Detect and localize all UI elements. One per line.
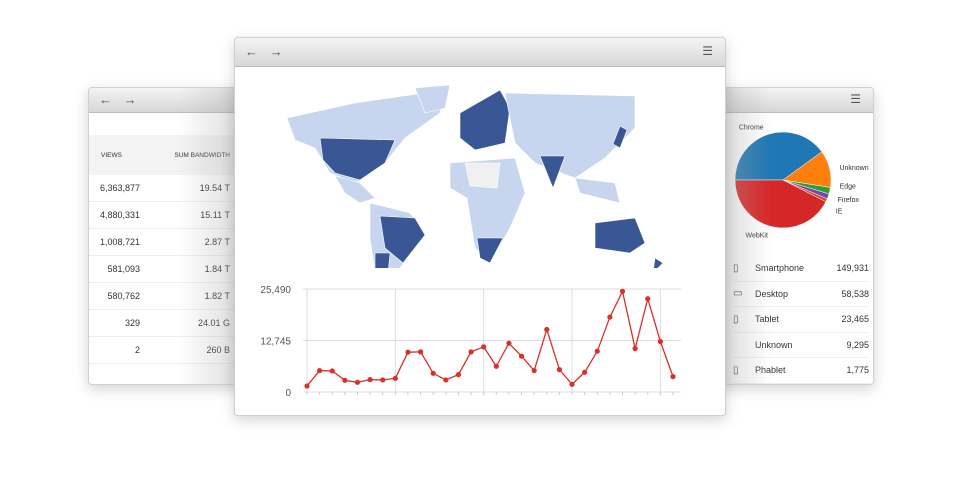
- device-value: 1,775: [846, 365, 869, 376]
- data-point[interactable]: [481, 344, 487, 350]
- map-europe[interactable]: [459, 89, 511, 151]
- line-chart: 25,490 12,745 0: [260, 285, 681, 399]
- views-cell: 2: [89, 336, 140, 364]
- data-point[interactable]: [380, 377, 386, 383]
- device-value: 9,295: [846, 339, 869, 350]
- menu-icon[interactable]: ☰: [702, 44, 713, 58]
- data-point[interactable]: [544, 326, 550, 333]
- data-point[interactable]: [493, 363, 499, 369]
- map-asia[interactable]: [504, 92, 636, 179]
- y-tick-label: 12,745: [260, 337, 291, 348]
- data-point[interactable]: [531, 367, 537, 374]
- map-south-africa[interactable]: [476, 237, 504, 264]
- title-bar: ← → ☰: [235, 38, 725, 67]
- data-point[interactable]: [607, 314, 613, 320]
- data-point[interactable]: [430, 370, 436, 376]
- series-line: [306, 289, 674, 387]
- y-tick-label: 25,490: [260, 285, 291, 296]
- views-cell: 1,008,721: [89, 228, 140, 256]
- device-label: Desktop: [755, 288, 789, 299]
- map-greenland[interactable]: [414, 84, 451, 114]
- device-label: Smartphone: [755, 263, 805, 274]
- data-point[interactable]: [443, 377, 449, 383]
- center-window: ← → ☰ 25,490 12,745 0: [234, 37, 726, 416]
- views-cell: 6,363,877: [89, 175, 140, 202]
- data-point[interactable]: [342, 377, 348, 383]
- data-point[interactable]: [506, 340, 512, 346]
- right-window: ☰ ChromeUnknownEdgeFirefoxIEWebKit ▯Smar…: [700, 87, 874, 385]
- map-se-asia[interactable]: [574, 177, 621, 204]
- data-point[interactable]: [657, 338, 663, 345]
- pie-label: Firefox: [838, 197, 860, 204]
- data-point[interactable]: [645, 296, 651, 302]
- device-value: 149,931: [836, 263, 869, 274]
- views-cell: 4,880,331: [89, 201, 140, 229]
- map-india[interactable]: [539, 155, 566, 189]
- map-brazil[interactable]: [379, 215, 426, 264]
- data-point[interactable]: [304, 383, 310, 389]
- data-point[interactable]: [354, 379, 361, 385]
- data-point[interactable]: [367, 377, 373, 383]
- map-australia[interactable]: [594, 217, 646, 254]
- y-tick-label: 0: [285, 388, 291, 399]
- views-cell: 580,762: [89, 282, 140, 310]
- data-point[interactable]: [417, 349, 424, 355]
- menu-icon[interactable]: ☰: [850, 92, 861, 106]
- pie-label: IE: [836, 209, 843, 216]
- map-central-america[interactable]: [334, 175, 376, 204]
- device-value: 58,538: [841, 288, 869, 299]
- data-point[interactable]: [518, 353, 525, 359]
- map-usa[interactable]: [319, 137, 396, 181]
- data-point[interactable]: [619, 288, 626, 294]
- data-point[interactable]: [468, 349, 474, 355]
- data-point[interactable]: [329, 368, 335, 374]
- map-japan[interactable]: [612, 125, 628, 149]
- device-value: 23,465: [841, 314, 869, 325]
- pie-label: Unknown: [839, 165, 868, 172]
- data-point[interactable]: [594, 348, 600, 354]
- data-point[interactable]: [632, 345, 638, 352]
- nav-arrows[interactable]: ← →: [99, 92, 141, 107]
- device-label: Unknown: [755, 339, 793, 350]
- device-row[interactable]: Unknown 9,295: [733, 333, 869, 358]
- map-argentina[interactable]: [374, 252, 391, 268]
- map-new-zealand[interactable]: [653, 257, 664, 268]
- data-point[interactable]: [392, 375, 398, 381]
- col-views[interactable]: VIEWS: [89, 135, 140, 175]
- data-point[interactable]: [455, 372, 462, 378]
- data-point[interactable]: [405, 349, 411, 355]
- data-point[interactable]: [556, 367, 563, 373]
- views-cell: 329: [89, 309, 140, 337]
- views-cell: 581,093: [89, 255, 140, 283]
- data-point[interactable]: [569, 381, 575, 387]
- nav-arrows[interactable]: ← →: [245, 44, 287, 59]
- data-point[interactable]: [582, 369, 588, 375]
- data-point[interactable]: [670, 374, 676, 380]
- pie-label: Edge: [840, 184, 856, 191]
- data-point[interactable]: [317, 367, 323, 374]
- map-north-africa[interactable]: [464, 162, 501, 189]
- world-map: [286, 84, 664, 268]
